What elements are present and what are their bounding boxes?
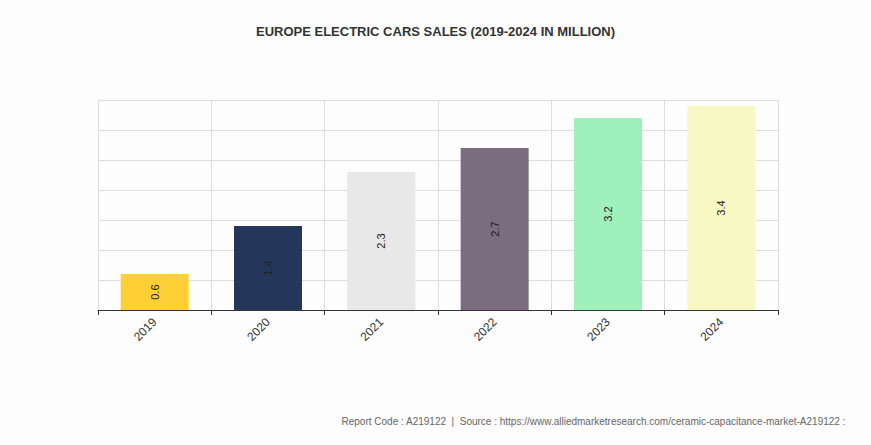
svg-text:Report Code : A219122 | Sour: Report Code : A219122 | Source : https:/…	[342, 416, 846, 427]
svg-text:1.4: 1.4	[262, 260, 274, 275]
svg-text:2023: 2023	[584, 315, 613, 344]
svg-text:2.7: 2.7	[489, 221, 501, 236]
svg-text:2022: 2022	[471, 315, 500, 344]
svg-text:2020: 2020	[244, 315, 273, 344]
svg-text:2.3: 2.3	[375, 233, 387, 248]
svg-text:0.6: 0.6	[149, 284, 161, 299]
svg-text:2019: 2019	[131, 315, 160, 344]
svg-text:EUROPE ELECTRIC CARS SALES (20: EUROPE ELECTRIC CARS SALES (2019-2024 IN…	[256, 24, 615, 39]
svg-text:3.2: 3.2	[602, 206, 614, 221]
svg-text:3.4: 3.4	[715, 200, 727, 215]
svg-text:2021: 2021	[358, 315, 387, 344]
svg-text:2024: 2024	[698, 315, 727, 344]
